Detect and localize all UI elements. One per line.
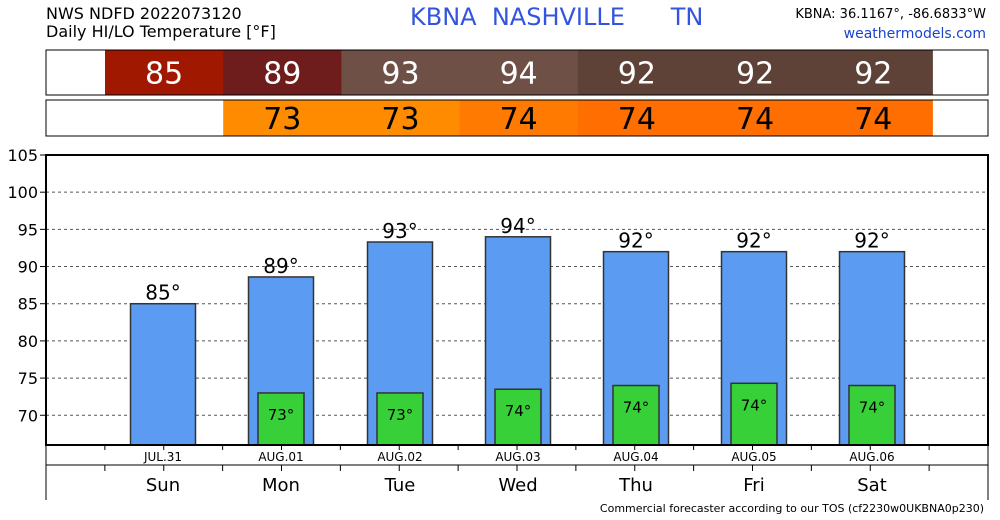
lo-bar <box>494 388 542 446</box>
lo-bar <box>848 384 896 446</box>
lo-strip-value: 74 <box>736 102 774 137</box>
x-date-label: AUG.04 <box>613 450 658 464</box>
y-tick-label: 105 <box>7 146 38 165</box>
y-tick-label: 80 <box>18 332 38 351</box>
hi-strip-cell <box>105 50 224 95</box>
x-date-label: JUL.31 <box>143 450 182 464</box>
x-day-label: Thu <box>618 475 653 496</box>
x-date-label: AUG.06 <box>849 450 894 464</box>
lo-bar-label: 73° <box>387 406 414 424</box>
footer-note: Commercial forecaster according to our T… <box>599 502 984 515</box>
hi-strip-cell <box>341 50 461 95</box>
lo-strip-cell <box>696 100 815 136</box>
station-coords: KBNA: 36.1167°, -86.6833°W <box>795 7 986 22</box>
x-date-label: AUG.05 <box>731 450 776 464</box>
hi-bar-label: 92° <box>854 229 889 253</box>
hi-bar <box>129 302 197 446</box>
lo-bar <box>612 384 660 446</box>
x-day-label: Sat <box>857 475 887 496</box>
hi-bar-label: 93° <box>382 219 417 243</box>
hi-strip-value: 92 <box>618 57 656 92</box>
site-link[interactable]: weathermodels.com <box>843 26 986 42</box>
lo-strip-cell <box>814 100 933 136</box>
hi-bar-label: 92° <box>736 229 771 253</box>
hi-strip-value: 89 <box>263 57 301 92</box>
chart-subtitle: Daily HI/LO Temperature [°F] <box>46 22 276 41</box>
lo-strip-value: 73 <box>263 102 301 137</box>
hi-strip-value: 92 <box>736 57 774 92</box>
hi-bar-label: 92° <box>618 229 653 253</box>
lo-bar <box>376 392 424 446</box>
lo-bar-label: 73° <box>268 406 295 424</box>
hi-bar-label: 85° <box>145 281 180 305</box>
lo-bar-label: 74° <box>505 402 532 420</box>
lo-strip-value: 73 <box>381 102 419 137</box>
x-date-label: AUG.03 <box>495 450 540 464</box>
lo-strip-border <box>45 99 989 137</box>
hi-strip-cell <box>459 50 579 95</box>
lo-bar-label: 74° <box>859 399 886 417</box>
lo-bar <box>257 392 305 446</box>
hi-bar-label: 89° <box>263 254 298 278</box>
y-tick-label: 70 <box>18 406 38 425</box>
x-day-label: Mon <box>262 475 300 496</box>
x-day-label: Wed <box>498 475 537 496</box>
station-state: TN <box>670 3 704 31</box>
hi-strip-border <box>45 49 989 96</box>
lo-strip-cell <box>341 100 461 136</box>
product-title: NWS NDFD 2022073120 <box>46 4 242 23</box>
station-code: KBNA <box>410 3 477 31</box>
hi-bar-label: 94° <box>500 214 535 238</box>
hi-strip-cell <box>696 50 815 95</box>
lo-bar-label: 74° <box>741 396 768 414</box>
hi-strip-value: 85 <box>145 57 183 92</box>
hi-strip-value: 92 <box>854 57 892 92</box>
station-name: NASHVILLE <box>491 3 625 31</box>
hi-strip-value: 93 <box>381 57 419 92</box>
hi-strip-cell <box>814 50 933 95</box>
lo-strip-value: 74 <box>500 102 538 137</box>
y-tick-label: 95 <box>18 220 38 239</box>
y-tick-label: 85 <box>18 295 38 314</box>
lo-strip-cell <box>577 100 697 136</box>
y-tick-label: 100 <box>7 183 38 202</box>
lo-strip-cell <box>223 100 342 136</box>
lo-strip-value: 74 <box>854 102 892 137</box>
station-title: KBNA NASHVILLE TN <box>410 5 703 29</box>
x-day-label: Sun <box>146 475 180 496</box>
x-date-label: AUG.02 <box>377 450 422 464</box>
y-tick-label: 90 <box>18 258 38 277</box>
summary-strips: 85 89 93 94 92 92 92 73 73 74 74 74 74 <box>45 49 989 137</box>
lo-bar-label: 74° <box>623 399 650 417</box>
hi-strip-value: 94 <box>500 57 538 92</box>
lo-strip-cell <box>459 100 579 136</box>
x-day-label: Tue <box>384 475 416 496</box>
x-date-label: AUG.01 <box>258 450 303 464</box>
x-day-label: Fri <box>743 475 764 496</box>
hi-strip-cell <box>223 50 342 95</box>
lo-strip-value: 74 <box>618 102 656 137</box>
y-tick-label: 75 <box>18 369 38 388</box>
hi-strip-cell <box>577 50 697 95</box>
